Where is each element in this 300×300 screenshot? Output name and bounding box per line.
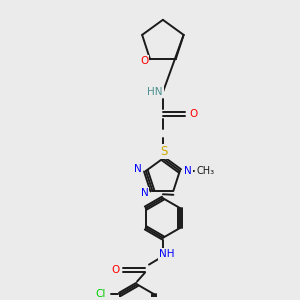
Text: N: N [184, 166, 192, 176]
Text: O: O [140, 56, 148, 66]
Text: O: O [190, 109, 198, 119]
Text: N: N [134, 164, 142, 174]
Text: N: N [141, 188, 148, 198]
Text: CH₃: CH₃ [196, 166, 215, 176]
Text: S: S [160, 145, 168, 158]
Text: Cl: Cl [95, 289, 105, 299]
Text: HN: HN [147, 87, 163, 97]
Text: NH: NH [159, 249, 175, 259]
Text: O: O [111, 265, 119, 275]
